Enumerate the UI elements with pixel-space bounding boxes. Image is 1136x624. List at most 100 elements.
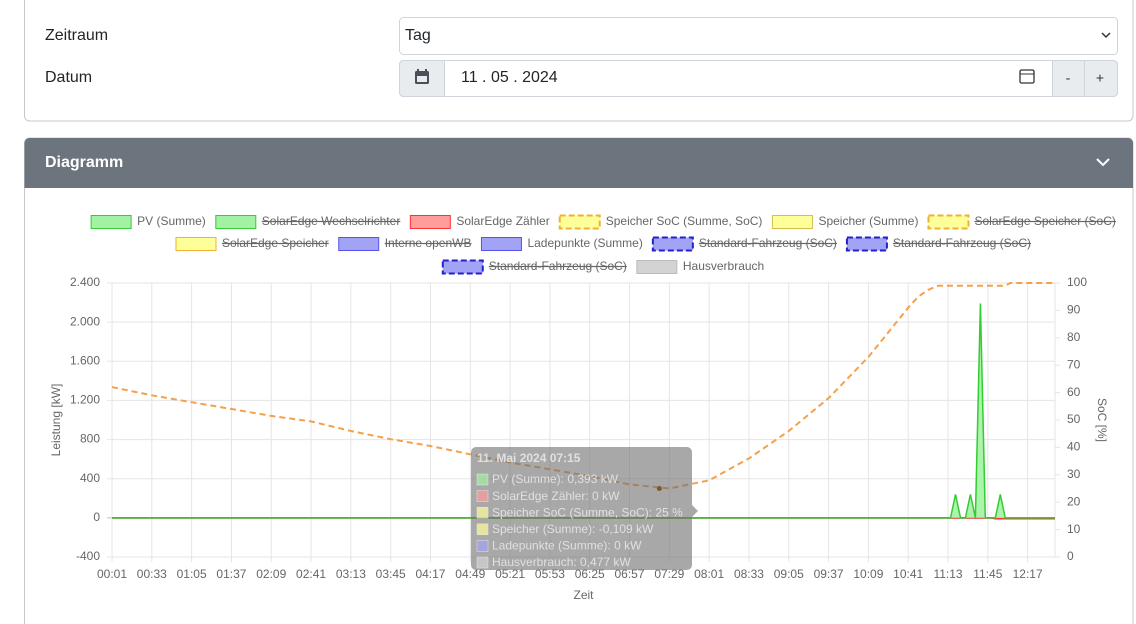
period-label: Zeitraum: [45, 27, 108, 44]
x-tick-label: 06:25: [575, 567, 605, 581]
x-tick-label: 09:05: [774, 567, 804, 581]
legend-swatch: [636, 260, 678, 274]
y2-tick-label: 20: [1067, 494, 1081, 508]
y-tick-label: 400: [80, 471, 100, 485]
date-picker-icon[interactable]: [1019, 69, 1035, 84]
tooltip-line: Ladepunkte (Summe): 0 kW: [492, 539, 642, 553]
x-tick-label: 04:17: [415, 567, 445, 581]
y-tick-label: 800: [80, 432, 100, 446]
x-tick-label: 10:09: [853, 567, 883, 581]
x-tick-label: 12:17: [1013, 567, 1043, 581]
legend-label: Ladepunkte (Summe): [527, 236, 642, 250]
tooltip-caret: [692, 505, 698, 517]
legend-label: SolarEdge Wechselrichter: [262, 214, 401, 228]
y2-tick-label: 80: [1067, 330, 1081, 344]
x-tick-label: 01:37: [216, 567, 246, 581]
date-value[interactable]: 11 . 05 . 2024: [461, 69, 558, 86]
legend-swatch: [558, 214, 601, 230]
minus-label: -: [1066, 70, 1071, 86]
tooltip-line: SolarEdge Zähler: 0 kW: [492, 489, 620, 503]
legend-label: SolarEdge Speicher (SoC): [974, 214, 1115, 228]
legend-swatch: [441, 259, 484, 275]
x-tick-label: 05:53: [535, 567, 565, 581]
x-tick-label: 04:49: [455, 567, 485, 581]
legend-swatch: [480, 237, 522, 251]
x-tick-label: 11:13: [933, 567, 962, 581]
x-axis-title: Zeit: [573, 588, 594, 602]
hover-point: [656, 486, 662, 491]
legend-row: SolarEdge Speicher Interne openWB Ladepunk…: [175, 236, 1031, 252]
tooltip-box: [471, 447, 692, 570]
legend-label: Standard-Fahrzeug (SoC): [699, 236, 837, 250]
minus-button[interactable]: [1052, 60, 1085, 97]
y-tick-label: 1.200: [70, 393, 100, 407]
legend-label: Standard-Fahrzeug (SoC): [489, 259, 627, 273]
line: [111, 282, 1055, 490]
y-tick-label: 0: [93, 510, 100, 524]
legend-swatch: [845, 236, 888, 252]
chart: 00:01 00:33 01:05 01:37 02:09 02:41 03:13 03:45…: [49, 214, 1116, 602]
x-tick-label: 10:41: [893, 567, 923, 581]
legend-swatch: [90, 215, 132, 229]
x-tick-label: 07:29: [654, 567, 684, 581]
line: [112, 303, 1055, 519]
y-tick-label: 2.400: [70, 275, 100, 289]
legend-label: SolarEdge Speicher: [222, 236, 329, 250]
y2-tick-label: 30: [1067, 467, 1081, 481]
y2-tick-label: 0: [1067, 549, 1074, 563]
tooltip-swatch: [476, 540, 489, 552]
legend-label: PV (Summe): [137, 214, 206, 228]
y-tick-label: 1.600: [70, 353, 100, 367]
x-tick-label: 08:01: [694, 567, 724, 581]
legend-label: Speicher SoC (Summe, SoC): [606, 214, 763, 228]
tooltip-swatch: [476, 473, 489, 486]
period-select[interactable]: [399, 17, 1118, 55]
tooltip-title: 11. Mai 2024 07:15: [477, 451, 581, 465]
period-value: Tag: [405, 27, 431, 44]
x-tick-label: 08:33: [734, 567, 764, 581]
legend-label: SolarEdge Zähler: [456, 214, 549, 228]
y2-tick-label: 60: [1067, 385, 1081, 399]
tooltip-swatch: [476, 523, 489, 536]
legend-swatch: [338, 237, 380, 251]
legend-swatch: [215, 215, 257, 229]
x-tick-label: 05:21: [495, 567, 525, 581]
plus-button[interactable]: [1084, 60, 1118, 97]
select-arrow: [1101, 32, 1111, 39]
y2-tick-label: 90: [1067, 303, 1081, 317]
tooltip-line: Hausverbrauch: 0,477 kW: [492, 555, 631, 569]
x-tick-label: 03:45: [376, 567, 406, 581]
x-tick-label: 00:01: [97, 567, 127, 581]
tooltip-swatch: [476, 556, 489, 569]
diagram-header[interactable]: [24, 138, 1134, 188]
legend-row: PV (Summe) SolarEdge Wechselrichter SolarE…: [90, 214, 1116, 230]
legend-swatch: [771, 215, 813, 229]
y2-tick-label: 70: [1067, 357, 1081, 371]
x-tick-label: 02:09: [256, 567, 286, 581]
legend-swatch: [651, 236, 694, 252]
tooltip-line: Speicher (Summe): -0,109 kW: [492, 522, 654, 536]
y-tick-label: 2.000: [70, 314, 100, 328]
date-label: Datum: [45, 69, 92, 86]
tooltip-line: PV (Summe): 0,393 kW: [492, 472, 619, 486]
legend-label: Hausverbrauch: [683, 259, 764, 273]
plus-label: +: [1096, 70, 1104, 86]
tooltip-line: Speicher SoC (Summe, SoC): 25 %: [492, 505, 683, 519]
x-tick-label: 02:41: [296, 567, 326, 581]
legend-label: Standard-Fahrzeug (SoC): [893, 236, 1031, 250]
tooltip-swatch: [476, 490, 489, 502]
legend-swatch: [409, 215, 451, 229]
x-tick-label: 01:05: [177, 567, 207, 581]
diagram-title: Diagramm: [45, 154, 123, 171]
legend-swatch: [927, 214, 970, 230]
x-tick-label: 11:45: [973, 567, 1002, 581]
y-axis-title: Leistung [kW]: [49, 384, 63, 457]
y2-tick-label: 10: [1067, 522, 1081, 536]
y2-axis-title: SoC [%]: [1095, 398, 1109, 442]
collapse-icon[interactable]: [1096, 158, 1110, 167]
x-tick-label: 09:37: [814, 567, 844, 581]
y2-tick-label: 100: [1067, 275, 1087, 289]
x-tick-label: 03:13: [336, 567, 366, 581]
